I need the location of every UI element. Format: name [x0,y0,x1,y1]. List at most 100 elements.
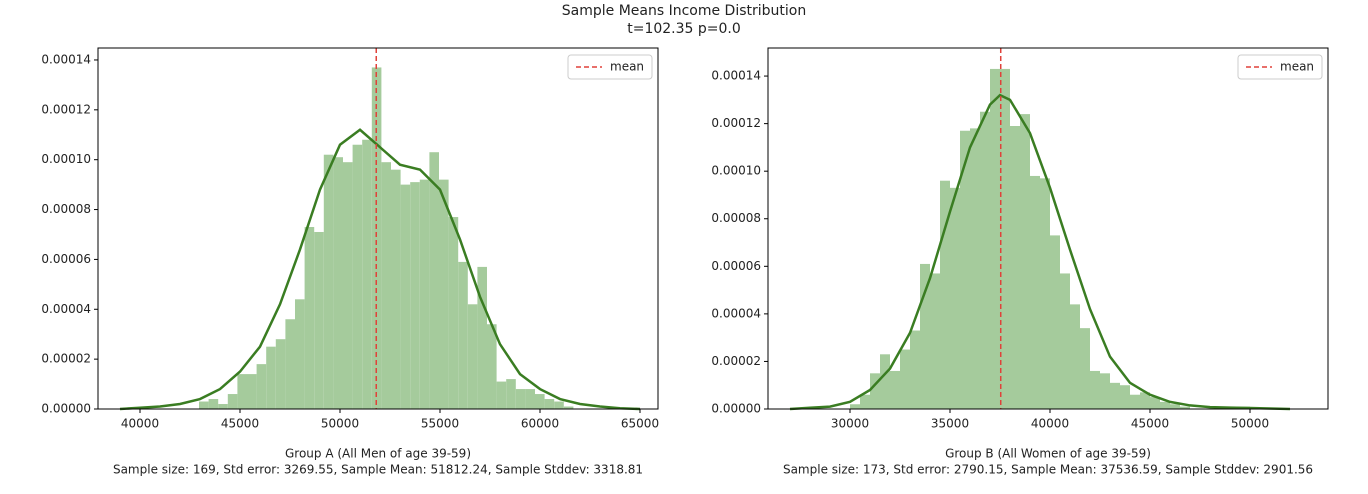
histogram-bar [850,404,860,409]
x-axis-detail: Sample size: 173, Std error: 2790.15, Sa… [783,463,1313,477]
histogram-bar [467,304,478,409]
y-tick-label: 0.00014 [41,52,91,66]
axes-frame [767,47,1329,410]
histogram-bar [970,128,980,409]
histogram-bar [295,299,305,409]
y-tick-label: 0.00002 [41,352,91,366]
histogram-bar [880,354,890,409]
histogram-bar [1020,114,1030,409]
histogram-bar [439,179,449,409]
histogram-bar [247,374,257,409]
y-tick-label: 0.00012 [41,102,91,116]
y-tick-label: 0.00012 [711,116,761,130]
histogram-bar [237,374,247,409]
histogram-bar [400,184,411,409]
subtitle: t=102.35 p=0.0 [627,21,741,37]
histogram-bar [1110,382,1120,409]
histogram-bar [1090,370,1100,409]
legend-box [1237,54,1323,80]
x-tick-label: 40000 [121,417,159,431]
histogram-bar [535,394,545,409]
histogram-bar [352,144,363,409]
y-tick-label: 0.00000 [41,402,91,416]
histogram-bar [990,68,1000,409]
histogram-bar [256,364,267,409]
histogram-bar [950,187,960,409]
histogram-bar [199,401,209,409]
histogram-bar [890,370,900,409]
x-axis-label: Group A (All Men of age 39-59) [285,447,471,461]
histogram-bar [208,399,219,409]
histogram-bar [1180,406,1190,409]
histogram-bar [333,157,343,409]
histogram-bar [1040,178,1050,409]
histogram-bar [227,394,238,409]
histogram-bar [554,401,564,409]
histogram-bar [525,389,535,409]
histogram-bar [920,263,930,409]
histogram-bar [314,231,324,409]
y-tick-label: 0.00004 [711,306,761,320]
histogram-bar [285,319,295,409]
suptitle: Sample Means Income Distribution [562,3,806,19]
histogram-bar [910,330,920,409]
y-tick-label: 0.00008 [41,202,91,216]
kde-line [789,93,1291,411]
histogram-bar [362,139,372,409]
x-tick-label: 50000 [1231,417,1269,431]
histogram-bar [1120,385,1130,409]
y-tick-label: 0.00006 [711,259,761,273]
histogram-bar [1050,235,1060,409]
histogram-bar [266,346,276,409]
histogram-bar [1030,175,1040,409]
histogram-bar [900,349,910,409]
histogram-bar [1130,394,1140,409]
histogram-bar [515,389,526,409]
histogram-bar [487,324,497,409]
histogram-bar [410,182,420,409]
histogram-bar [1150,397,1160,409]
histogram-bar [563,406,574,409]
histogram-bar [371,67,382,409]
axes-frame [97,47,659,410]
y-tick-label: 0.00008 [711,211,761,225]
histogram-bar [1080,328,1090,409]
histogram-bar [496,381,507,409]
y-tick-label: 0.00010 [41,152,91,166]
histogram-bar [960,130,970,409]
histogram-bar [506,379,516,409]
y-tick-label: 0.00014 [711,69,761,83]
histogram-bar [343,162,353,409]
y-tick-label: 0.00002 [711,354,761,368]
histogram-bar [381,162,391,409]
x-tick-label: 40000 [1031,417,1069,431]
y-tick-label: 0.00000 [711,402,761,416]
histogram-bar [1100,373,1110,409]
histogram-bar [860,394,870,409]
histogram-bar [1060,273,1070,409]
histogram-bar [275,339,286,409]
histogram-bar [323,154,334,409]
x-tick-label: 30000 [831,417,869,431]
kde-line [119,128,641,411]
x-tick-label: 45000 [221,417,259,431]
x-tick-label: 35000 [931,417,969,431]
histogram-bar [391,169,401,409]
x-axis-detail: Sample size: 169, Std error: 3269.55, Sa… [113,463,643,477]
legend-label: mean [610,60,644,74]
x-tick-label: 45000 [1131,417,1169,431]
legend-label: mean [1280,60,1314,74]
x-axis-label: Group B (All Women of age 39-59) [945,447,1151,461]
histogram-bar [304,227,315,409]
histogram-bar [1000,68,1010,409]
histogram-bar [1010,126,1020,410]
histogram-bar [870,373,880,409]
histogram-bar [477,266,487,409]
y-tick-label: 0.00010 [711,164,761,178]
histogram-bar [940,180,950,409]
y-tick-label: 0.00004 [41,302,91,316]
histogram-bar [448,217,459,409]
histogram-bar [1070,304,1080,409]
histogram-bar [1160,401,1170,409]
